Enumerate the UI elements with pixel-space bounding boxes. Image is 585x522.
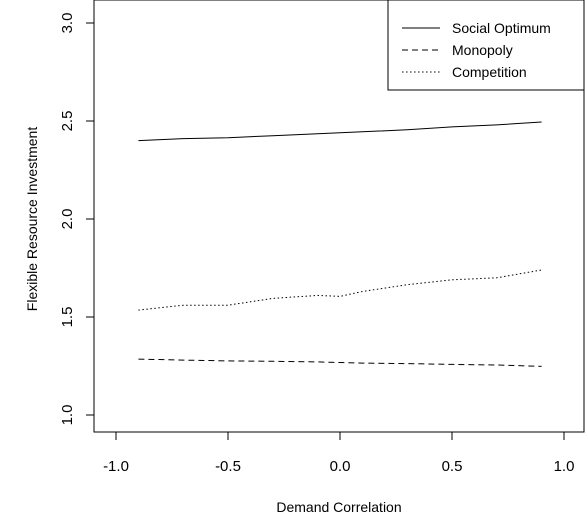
- x-tick-label: -1.0: [103, 458, 129, 475]
- legend-box: [387, 0, 585, 91]
- x-axis: -1.0 -0.5 0.0 0.5 1.0: [103, 431, 575, 475]
- x-tick-label: -0.5: [215, 458, 241, 475]
- legend-label-monopoly: Monopoly: [452, 42, 513, 58]
- legend: Social Optimum Monopoly Competition: [387, 0, 585, 91]
- y-axis-title: Flexible Resource Investment: [24, 127, 40, 312]
- x-tick-label: 1.0: [554, 458, 575, 475]
- series-line-social-optimum: [138, 121, 542, 142]
- y-tick-label: 2.0: [59, 209, 76, 230]
- y-tick-label: 2.5: [59, 111, 76, 132]
- legend-label-competition: Competition: [452, 64, 527, 80]
- legend-label-social-optimum: Social Optimum: [452, 20, 551, 36]
- y-tick-label: 1.5: [59, 307, 76, 328]
- series-line-monopoly: [138, 358, 542, 367]
- y-axis: 1.0 1.5 2.0 2.5 3.0: [59, 13, 95, 426]
- y-tick-label: 3.0: [59, 13, 76, 34]
- y-tick-label: 1.0: [59, 405, 76, 426]
- x-tick-label: 0.5: [442, 458, 463, 475]
- x-tick-label: 0.0: [330, 458, 351, 475]
- series-layer: [138, 121, 542, 367]
- x-axis-title: Demand Correlation: [276, 499, 401, 515]
